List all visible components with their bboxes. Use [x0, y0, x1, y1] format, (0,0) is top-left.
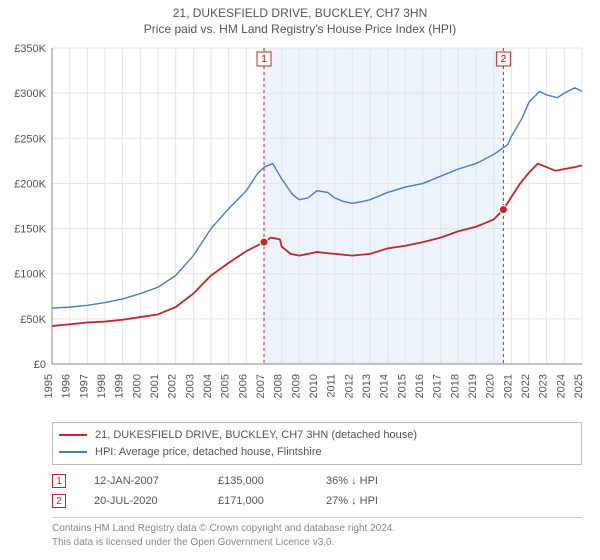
- x-tick-label: 2005: [220, 374, 232, 398]
- x-tick-label: 2000: [131, 374, 143, 398]
- x-tick-label: 2023: [538, 374, 550, 398]
- marker-flag: 1: [261, 54, 267, 65]
- legend-label: HPI: Average price, detached house, Flin…: [95, 444, 322, 461]
- x-tick-label: 2018: [449, 374, 461, 398]
- x-tick-label: 2010: [308, 374, 320, 398]
- chart: £0 £50K £100K £150K £200K £250K £300K £350K 1995…: [0, 38, 600, 418]
- marker-row: 2 20-JUL-2020 £171,000 27% ↓ HPI: [52, 491, 582, 511]
- legend-label: 21, DUKESFIELD DRIVE, BUCKLEY, CH7 3HN (…: [95, 427, 417, 444]
- marker-square: 1: [52, 474, 66, 488]
- marker-delta: 27% ↓ HPI: [326, 495, 378, 507]
- x-tick-label: 1997: [78, 374, 90, 398]
- x-tick-label: 2004: [202, 374, 214, 398]
- marker-delta: 36% ↓ HPI: [326, 475, 378, 487]
- x-tick-label: 2017: [432, 374, 444, 398]
- legend-row: 21, DUKESFIELD DRIVE, BUCKLEY, CH7 3HN (…: [59, 427, 575, 444]
- marker-square: 2: [52, 494, 66, 508]
- y-tick-label: £200K: [14, 178, 46, 190]
- x-tick-label: 1999: [114, 374, 126, 398]
- marker-row: 1 12-JAN-2007 £135,000 36% ↓ HPI: [52, 471, 582, 491]
- x-tick-label: 2007: [255, 374, 267, 398]
- x-tick-label: 2008: [273, 374, 285, 398]
- legend-swatch: [59, 434, 87, 436]
- marker-table: 1 12-JAN-2007 £135,000 36% ↓ HPI 2 20-JUL-202…: [52, 471, 582, 511]
- y-tick-label: £250K: [14, 133, 46, 145]
- x-tick-label: 2013: [361, 374, 373, 398]
- legend: 21, DUKESFIELD DRIVE, BUCKLEY, CH7 3HN (…: [52, 422, 582, 465]
- y-tick-label: £300K: [14, 88, 46, 100]
- x-tick-label: 2015: [396, 374, 408, 398]
- x-tick-label: 2014: [379, 374, 391, 398]
- x-tick-label: 2011: [326, 374, 338, 398]
- legend-row: HPI: Average price, detached house, Flin…: [59, 444, 575, 461]
- x-tick-label: 1995: [43, 374, 55, 398]
- y-tick-label: £150K: [14, 224, 46, 236]
- marker-date: 12-JAN-2007: [94, 475, 190, 487]
- x-tick-label: 1996: [61, 374, 73, 398]
- legend-swatch: [59, 451, 87, 453]
- x-tick-label: 2009: [290, 374, 302, 398]
- marker-flag: 2: [501, 54, 507, 65]
- x-tick-label: 2001: [149, 374, 161, 398]
- marker-date: 20-JUL-2020: [94, 495, 190, 507]
- marker-price: £171,000: [218, 495, 298, 507]
- marker-price: £135,000: [218, 475, 298, 487]
- x-tick-label: 2003: [184, 374, 196, 398]
- footer-line-2: This data is licensed under the Open Gov…: [52, 536, 582, 550]
- x-tick-label: 2006: [237, 374, 249, 398]
- x-tick-label: 2020: [485, 374, 497, 398]
- x-tick-label: 1998: [96, 374, 108, 398]
- y-tick-label: £50K: [20, 314, 46, 326]
- x-tick-label: 2021: [502, 374, 514, 398]
- title-subtitle: Price paid vs. HM Land Registry's House …: [0, 22, 600, 36]
- x-tick-label: 2022: [520, 374, 532, 398]
- y-tick-label: £100K: [14, 269, 46, 281]
- x-tick-label: 2002: [167, 374, 179, 398]
- y-tick-label: £350K: [14, 43, 46, 55]
- x-tick-label: 2025: [573, 374, 585, 398]
- x-tick-label: 2019: [467, 374, 479, 398]
- footer-licence: Contains HM Land Registry data © Crown c…: [52, 517, 582, 549]
- footer-line-1: Contains HM Land Registry data © Crown c…: [52, 522, 582, 536]
- x-tick-label: 2016: [414, 374, 426, 398]
- y-tick-label: £0: [34, 359, 46, 371]
- x-tick-label: 2012: [343, 374, 355, 398]
- title-address: 21, DUKESFIELD DRIVE, BUCKLEY, CH7 3HN: [0, 6, 600, 20]
- x-tick-label: 2024: [555, 374, 567, 398]
